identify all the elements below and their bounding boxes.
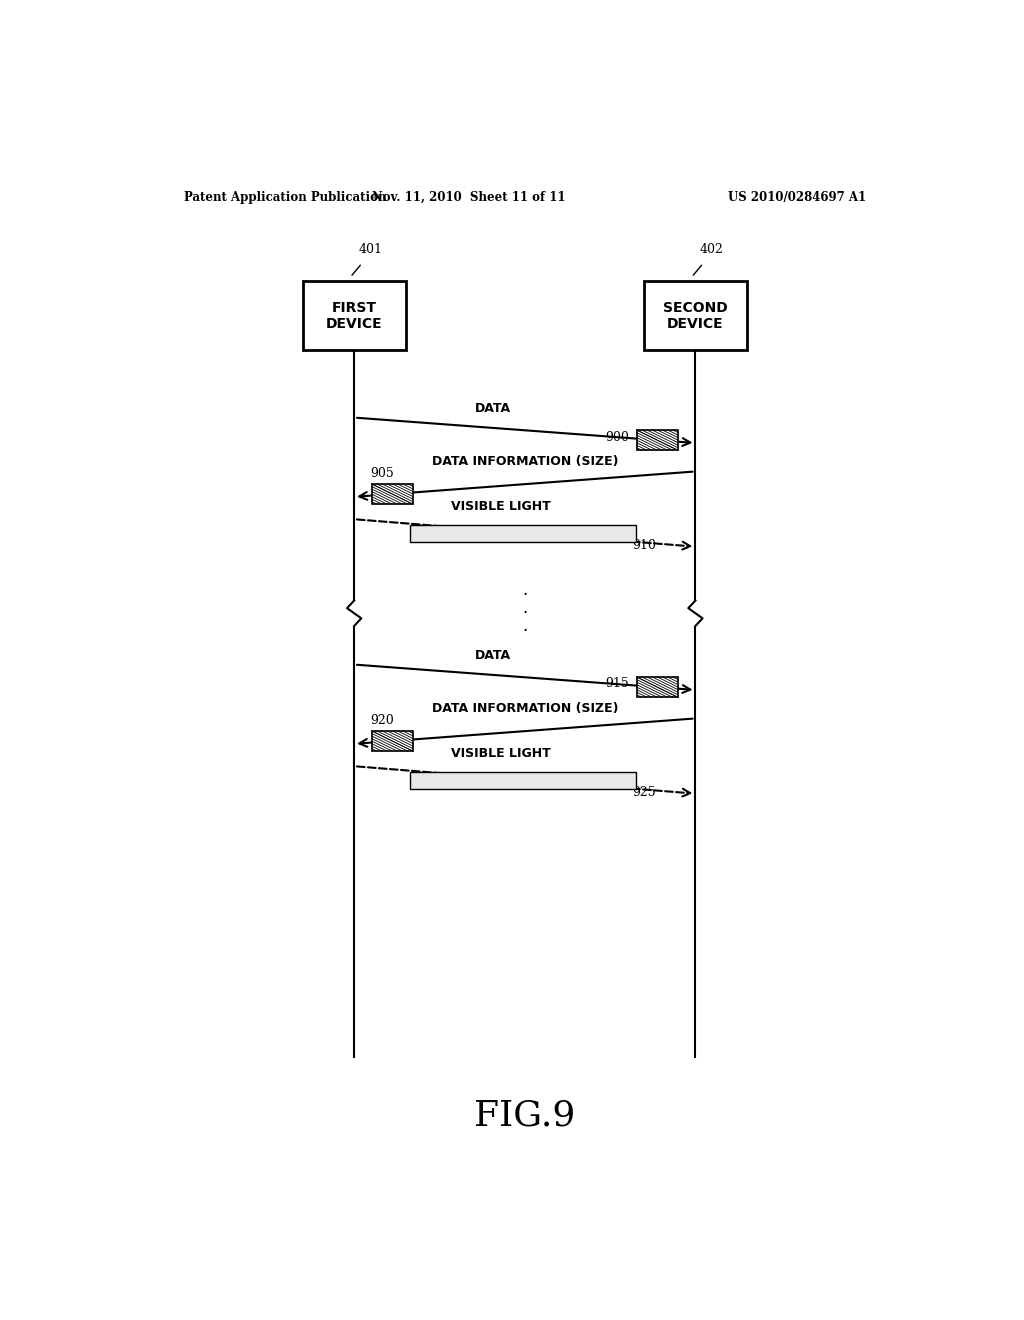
Text: 402: 402 <box>699 243 723 256</box>
Bar <box>644 281 746 351</box>
Text: US 2010/0284697 A1: US 2010/0284697 A1 <box>728 191 866 203</box>
Text: VISIBLE LIGHT: VISIBLE LIGHT <box>452 747 551 760</box>
Bar <box>303 281 406 351</box>
Text: DATA: DATA <box>475 401 511 414</box>
Bar <box>372 484 413 504</box>
Text: 900: 900 <box>606 430 630 444</box>
Bar <box>372 731 413 751</box>
Text: SECOND
DEVICE: SECOND DEVICE <box>664 301 728 331</box>
Text: VISIBLE LIGHT: VISIBLE LIGHT <box>452 500 551 513</box>
Text: Patent Application Publication: Patent Application Publication <box>183 191 386 203</box>
Text: DATA INFORMATION (SIZE): DATA INFORMATION (SIZE) <box>431 702 618 715</box>
Text: DATA INFORMATION (SIZE): DATA INFORMATION (SIZE) <box>431 455 618 469</box>
Text: 905: 905 <box>370 467 394 480</box>
Text: 925: 925 <box>632 785 655 799</box>
Text: 910: 910 <box>632 539 655 552</box>
Text: 915: 915 <box>606 677 630 690</box>
Bar <box>637 677 678 697</box>
Text: Nov. 11, 2010  Sheet 11 of 11: Nov. 11, 2010 Sheet 11 of 11 <box>373 191 566 203</box>
Text: ·
·
·: · · · <box>522 586 527 640</box>
Bar <box>637 430 678 450</box>
Text: DATA: DATA <box>475 648 511 661</box>
Text: 920: 920 <box>370 714 394 727</box>
Text: FIG.9: FIG.9 <box>474 1098 575 1133</box>
Text: FIRST
DEVICE: FIRST DEVICE <box>326 301 383 331</box>
Bar <box>410 525 636 541</box>
Text: 401: 401 <box>358 243 382 256</box>
Bar <box>410 772 636 788</box>
